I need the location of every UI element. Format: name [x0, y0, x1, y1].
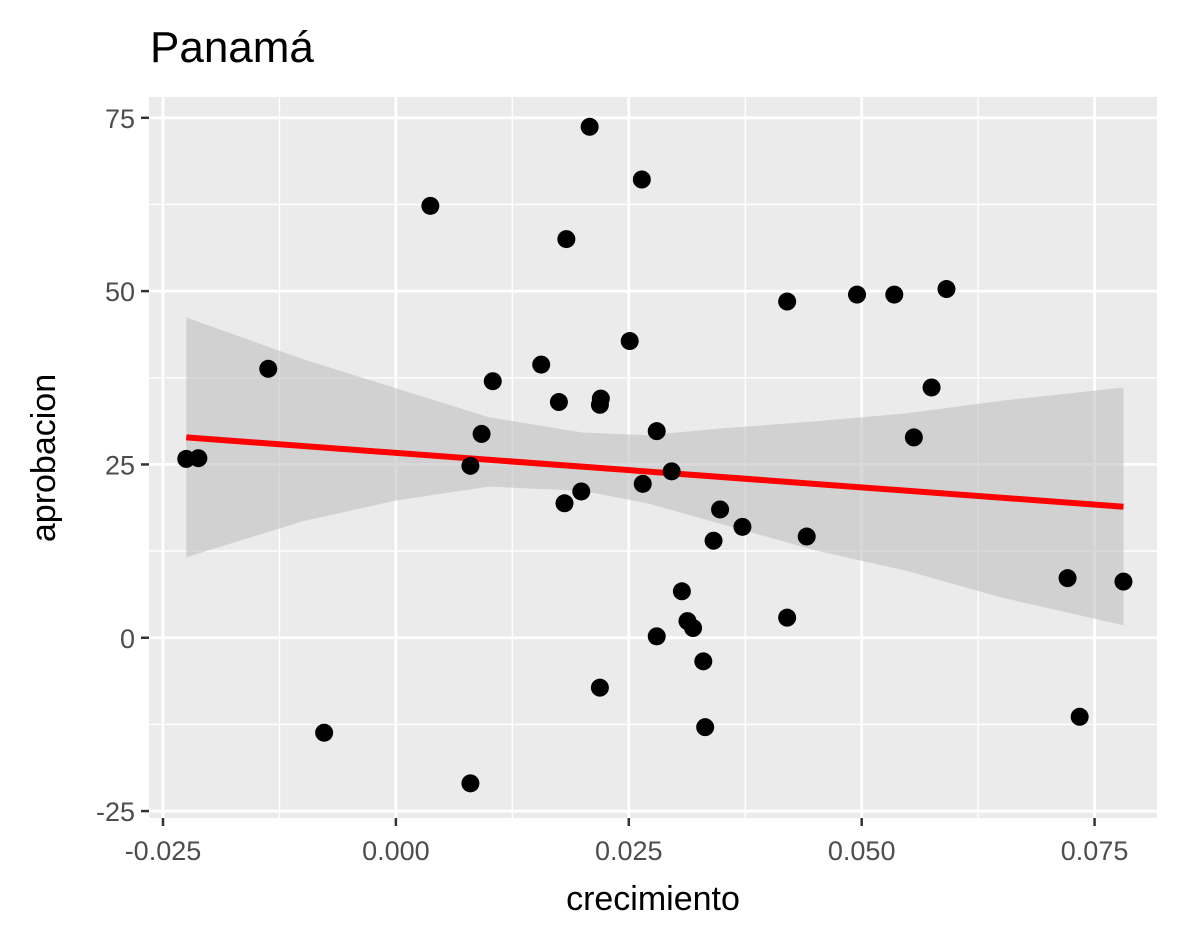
data-point	[259, 359, 278, 378]
data-point	[778, 608, 797, 627]
data-point	[885, 285, 904, 304]
chart-title: Panamá	[150, 23, 314, 72]
x-tick-label: 0.075	[1061, 836, 1129, 866]
data-point	[696, 718, 715, 737]
data-point	[590, 678, 609, 697]
data-point	[461, 774, 480, 793]
data-points	[177, 117, 1133, 793]
data-point	[733, 517, 752, 536]
y-tick-label: 0	[120, 624, 135, 654]
data-point	[647, 627, 666, 646]
data-point	[778, 292, 797, 311]
data-point	[549, 393, 568, 412]
data-point	[684, 619, 703, 638]
x-tick-label: -0.025	[125, 836, 202, 866]
data-point	[1114, 572, 1133, 591]
data-point	[904, 428, 923, 447]
data-point	[633, 474, 652, 493]
data-point	[472, 424, 491, 443]
x-axis: -0.025 0.000 0.025 0.050 0.075	[125, 818, 1129, 866]
data-point	[555, 494, 574, 513]
y-tick-label: 50	[105, 277, 135, 307]
data-point	[647, 422, 666, 441]
data-point	[461, 456, 480, 475]
data-point	[711, 500, 730, 519]
data-point	[1058, 569, 1077, 588]
data-point	[937, 280, 956, 299]
data-point	[632, 170, 651, 189]
y-tick-label: -25	[96, 797, 135, 827]
x-tick-label: 0.050	[828, 836, 896, 866]
data-point	[694, 652, 713, 671]
data-point	[797, 527, 816, 546]
data-point	[532, 355, 551, 374]
y-axis-title: aprobacion	[25, 374, 63, 542]
y-axis: -25 0 25 50 75	[96, 104, 149, 827]
x-tick-label: 0.025	[595, 836, 663, 866]
data-point	[672, 582, 691, 601]
data-point	[483, 372, 502, 391]
data-point	[572, 482, 591, 501]
data-point	[580, 117, 599, 136]
data-point	[421, 196, 440, 215]
data-point	[591, 389, 610, 408]
data-point	[620, 332, 639, 351]
data-point	[848, 285, 867, 304]
x-axis-title: crecimiento	[566, 880, 740, 918]
data-point	[922, 378, 941, 397]
data-point	[1070, 707, 1089, 726]
y-tick-label: 75	[105, 104, 135, 134]
data-point	[315, 723, 334, 742]
data-point	[704, 531, 723, 550]
data-point	[189, 449, 208, 468]
y-tick-label: 25	[105, 450, 135, 480]
data-point	[557, 230, 576, 249]
regression-line	[186, 434, 1124, 510]
x-tick-label: 0.000	[362, 836, 430, 866]
data-point	[662, 462, 681, 481]
